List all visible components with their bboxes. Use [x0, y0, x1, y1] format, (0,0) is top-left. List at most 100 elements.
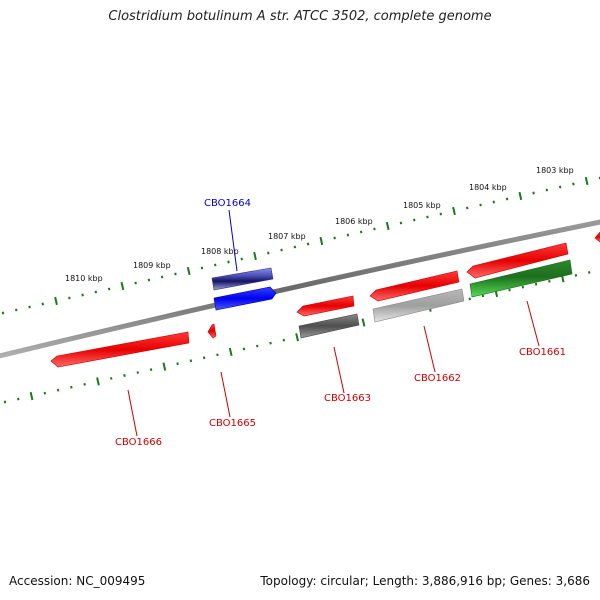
kbp-tick-lower-minor: [508, 288, 511, 292]
kbp-tick-upper-major: [253, 251, 257, 261]
gene-cbo1663-track-mark: [298, 313, 360, 339]
kbp-tick-lower-minor: [189, 359, 193, 363]
kbp-label-1807: 1807 kbp: [268, 232, 306, 241]
kbp-label-1806: 1806 kbp: [335, 217, 373, 226]
gene-label-cbo1666[interactable]: CBO1666: [115, 437, 162, 448]
kbp-tick-upper-minor: [107, 287, 111, 291]
kbp-tick-lower-minor: [282, 338, 286, 342]
kbp-label-1809: 1809 kbp: [133, 261, 171, 270]
kbp-tick-lower-minor: [574, 273, 578, 277]
kbp-tick-upper-minor: [174, 272, 177, 276]
kbp-tick-lower-minor: [256, 344, 259, 348]
kbp-tick-upper-minor: [28, 305, 31, 309]
leader-cbo1663: [333, 346, 345, 394]
gene-label-cbo1662[interactable]: CBO1662: [414, 373, 461, 384]
kbp-tick-upper-minor: [15, 308, 18, 312]
gene-label-cbo1664[interactable]: CBO1664: [204, 198, 251, 209]
kbp-tick-lower-minor: [176, 362, 179, 366]
kbp-tick-upper-minor: [359, 230, 363, 234]
gene-cbo1666[interactable]: [50, 331, 190, 368]
kbp-tick-lower-minor: [481, 294, 485, 298]
gene-cbo1662[interactable]: [369, 270, 465, 323]
kbp-tick-upper-major: [385, 221, 390, 231]
kbp-tick-lower-minor: [17, 397, 20, 401]
kbp-tick-upper-major: [452, 206, 456, 216]
gene-cbo1661-track-mark: [469, 259, 573, 298]
kbp-tick-upper-minor: [479, 203, 482, 207]
kbp-tick-upper-major: [54, 296, 58, 306]
kbp-tick-upper-minor: [346, 233, 350, 237]
gene-cbo1665[interactable]: [207, 323, 217, 339]
gene-cbo1664[interactable]: [211, 267, 277, 311]
kbp-tick-upper-major: [120, 281, 125, 291]
gene-cbo1663[interactable]: [296, 295, 360, 339]
kbp-tick-upper-minor: [81, 293, 84, 297]
gene-cbo1666-feature[interactable]: [50, 331, 190, 368]
kbp-tick-lower-minor: [269, 341, 272, 345]
genome-summary-text: Topology: circular; Length: 3,886,916 bp…: [260, 574, 590, 588]
kbp-tick-upper-minor: [200, 266, 204, 270]
kbp-label-1804: 1804 kbp: [469, 183, 507, 192]
kbp-tick-lower-minor: [70, 385, 73, 389]
leader-cbo1662: [423, 325, 436, 373]
gene-label-cbo1661[interactable]: CBO1661: [519, 347, 566, 358]
kbp-tick-upper-minor: [413, 218, 416, 222]
kbp-tick-upper-minor: [333, 236, 336, 240]
kbp-tick-lower-major: [96, 377, 100, 386]
kbp-tick-lower-minor: [216, 353, 219, 357]
kbp-tick-upper-minor: [240, 257, 243, 261]
kbp-tick-lower-major: [361, 318, 366, 327]
gene-cbo1664-feature[interactable]: [213, 286, 277, 311]
gene-offscreen-partial[interactable]: [594, 231, 600, 243]
gene-offscreen-partial-feature[interactable]: [594, 231, 600, 243]
kbp-label-1810: 1810 kbp: [65, 274, 103, 283]
gene-cbo1662-feature[interactable]: [369, 270, 460, 302]
kbp-tick-upper-minor: [505, 197, 509, 201]
gene-cbo1664-track-mark: [211, 267, 274, 291]
gene-label-cbo1663[interactable]: CBO1663: [324, 393, 371, 404]
kbp-tick-lower-minor: [110, 377, 113, 380]
kbp-tick-upper-minor: [267, 251, 270, 255]
kbp-tick-lower-minor: [548, 279, 551, 283]
leader-cbo1661: [526, 300, 540, 347]
kbp-tick-lower-minor: [83, 382, 86, 386]
kbp-tick-row-lower: [3, 270, 591, 404]
kbp-tick-lower-major: [29, 391, 34, 401]
kbp-tick-upper-minor: [466, 206, 469, 210]
gene-cbo1663-feature[interactable]: [296, 295, 355, 317]
kbp-tick-upper-minor: [492, 200, 496, 204]
gene-cbo1665-feature[interactable]: [207, 323, 217, 339]
gene-cbo1661[interactable]: [466, 242, 573, 298]
kbp-tick-upper-minor: [68, 296, 71, 300]
kbp-tick-lower-major: [162, 362, 167, 371]
genome-backbone: [0, 219, 600, 359]
kbp-tick-lower-minor: [587, 270, 591, 274]
kbp-tick-lower-minor: [202, 356, 206, 360]
kbp-tick-upper-minor: [280, 248, 283, 252]
leader-cbo1665: [220, 371, 231, 418]
kbp-tick-upper-minor: [160, 275, 164, 279]
kbp-tick-lower-minor: [468, 297, 471, 301]
kbp-tick-upper-minor: [41, 302, 45, 306]
kbp-tick-upper-minor: [558, 185, 562, 189]
kbp-tick-lower-minor: [136, 371, 139, 374]
kbp-tick-upper-minor: [545, 188, 549, 192]
leader-cbo1666: [127, 389, 138, 437]
map-title: Clostridium botulinum A str. ATCC 3502, …: [108, 9, 492, 24]
kbp-tick-upper-major: [319, 236, 324, 246]
kbp-tick-lower-major: [228, 347, 233, 357]
kbp-tick-upper-minor: [306, 242, 310, 246]
kbp-tick-upper-minor: [293, 245, 297, 249]
kbp-tick-upper-minor: [147, 278, 151, 282]
kbp-label-1803: 1803 kbp: [536, 166, 574, 175]
kbp-tick-lower-minor: [521, 285, 525, 289]
kbp-tick-upper-minor: [1, 311, 5, 315]
kbp-tick-lower-minor: [3, 400, 7, 404]
kbp-tick-upper-major: [584, 176, 589, 186]
gene-cbo1661-feature[interactable]: [466, 242, 569, 279]
gene-label-cbo1665[interactable]: CBO1665: [209, 418, 256, 429]
kbp-tick-lower-minor: [534, 282, 538, 286]
kbp-tick-lower-major: [295, 333, 299, 342]
